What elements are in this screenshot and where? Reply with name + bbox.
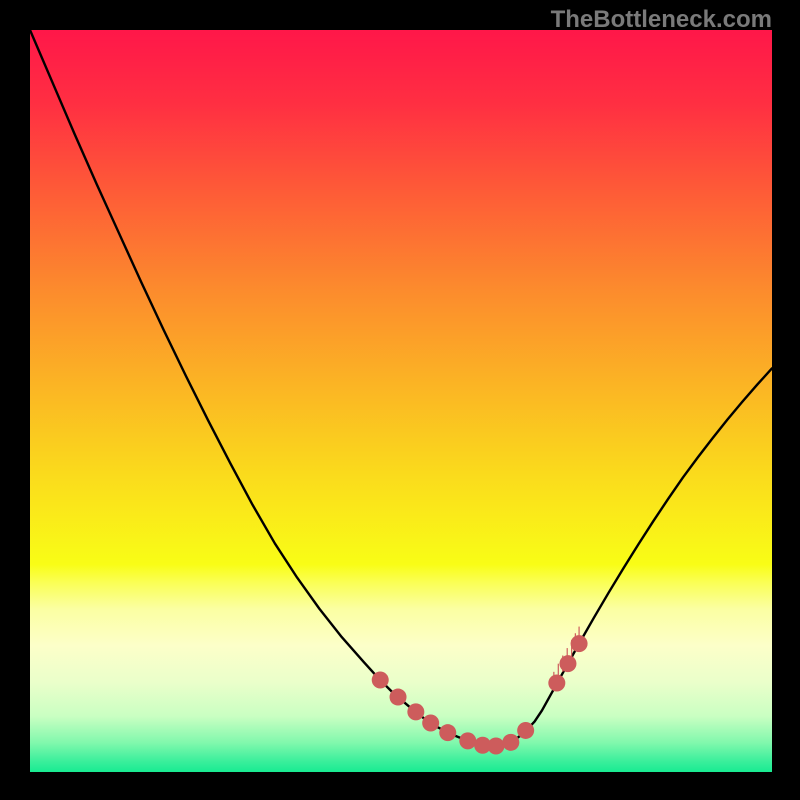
scatter-point [390,689,407,706]
scatter-point [502,734,519,751]
watermark-text: TheBottleneck.com [551,6,772,34]
chart-background [30,30,772,772]
scatter-point [439,724,456,741]
scatter-point [548,674,565,691]
scatter-point [571,635,588,652]
scatter-point [422,715,439,732]
scatter-point [487,738,504,755]
bottleneck-chart [0,0,800,800]
scatter-point [407,703,424,720]
scatter-point [459,732,476,749]
scatter-point [517,722,534,739]
scatter-point [372,671,389,688]
scatter-point [559,655,576,672]
